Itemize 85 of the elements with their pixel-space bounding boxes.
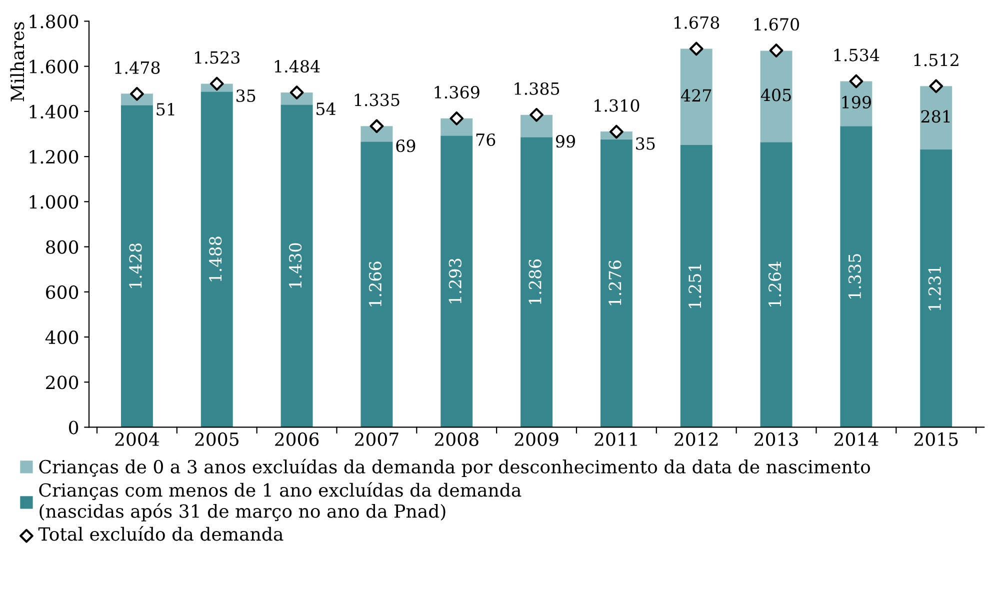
data-label: 1.310	[594, 99, 640, 112]
data-label: 1.478	[115, 61, 160, 74]
point	[210, 76, 224, 91]
data-label: 1.670	[754, 18, 800, 31]
data-label: 69	[396, 140, 416, 152]
data-label: 1.266	[368, 262, 382, 306]
point	[929, 79, 944, 94]
bar	[920, 86, 952, 150]
data-label: 405	[760, 88, 791, 102]
x-tick-label: 2011	[594, 432, 637, 446]
y-tick-label: 200	[46, 376, 78, 390]
data-label: 54	[316, 102, 336, 116]
data-label: 1.335	[354, 94, 400, 106]
point	[530, 108, 544, 122]
data-label: 1.369	[434, 86, 480, 99]
data-label: 1.264	[768, 262, 782, 306]
x-tick-label: 2006	[275, 432, 319, 446]
legend-label: Total excluído da demanda	[38, 526, 284, 541]
x-tick-label: 2008	[434, 432, 478, 446]
point	[130, 86, 144, 101]
x-tick-label: 2004	[115, 432, 160, 446]
y-tick-label: 1.400	[30, 104, 78, 119]
data-label: 99	[556, 135, 575, 148]
data-label: 1.534	[834, 48, 880, 62]
bar	[680, 145, 712, 428]
data-label: 1.286	[528, 259, 542, 304]
bar	[280, 104, 313, 428]
data-label: 1.231	[928, 266, 941, 310]
point	[290, 86, 304, 100]
bar	[600, 139, 632, 428]
x-tick-label: 2014	[834, 432, 878, 446]
y-tick-label: 0	[68, 420, 78, 434]
bar	[520, 137, 553, 428]
data-label: 1.251	[688, 264, 702, 308]
point	[450, 111, 464, 126]
point	[769, 44, 784, 58]
data-label: 1.293	[448, 258, 462, 304]
x-tick-label: 2015	[914, 432, 958, 446]
x-tick-label: 2012	[674, 432, 718, 446]
bar	[200, 92, 233, 428]
bar	[440, 136, 473, 428]
legend-label: Crianças de 0 a 3 anos excluídas da demanda por desconhecimento da data de nascimento	[39, 458, 870, 478]
y-tick-label: 1.000	[30, 195, 78, 209]
data-label: 1.523	[195, 51, 240, 64]
data-label: 1.276	[608, 260, 622, 306]
y-tick-label: 400	[45, 330, 78, 344]
data-label: 76	[476, 133, 496, 146]
y-tick-label: 1.600	[30, 60, 78, 74]
y-tick-label: 800	[46, 240, 78, 254]
bar	[520, 114, 553, 138]
y-axis-title: Milhares	[10, 22, 24, 102]
y-tick-label: 1.200	[30, 150, 78, 164]
bar	[680, 48, 712, 146]
bar	[760, 50, 792, 142]
data-label: 1.488	[209, 236, 222, 282]
bar	[760, 142, 792, 428]
data-label: 281	[921, 110, 950, 123]
data-label: 1.678	[674, 16, 720, 29]
bar	[360, 142, 393, 428]
data-label: 1.335	[848, 254, 862, 298]
y-tick-label: 600	[46, 285, 78, 300]
data-label: 51	[156, 102, 174, 116]
data-label: 1.484	[274, 60, 320, 73]
data-label: 427	[680, 89, 712, 102]
bar	[440, 118, 473, 136]
x-tick-label: 2007	[354, 432, 398, 446]
data-label: 1.512	[914, 54, 958, 66]
point	[849, 74, 864, 88]
point	[370, 119, 384, 134]
data-label: 1.428	[129, 243, 142, 288]
legend-label: Crianças com menos de 1 ano excluídas da demanda (nascidas após 31 de março no ano da Pnad)	[39, 482, 522, 522]
bar	[920, 150, 952, 428]
bar	[840, 126, 872, 428]
data-label: 35	[236, 89, 256, 102]
data-label: 199	[842, 96, 871, 108]
data-label: 35	[636, 137, 655, 150]
y-tick-label: 1.800	[30, 14, 78, 28]
bar	[120, 105, 153, 428]
point	[689, 42, 704, 56]
x-tick-label: 2013	[754, 432, 798, 446]
data-label: 1.430	[289, 243, 302, 288]
x-tick-label: 2009	[514, 432, 558, 446]
x-tick-label: 2005	[195, 432, 238, 446]
point	[610, 124, 624, 139]
data-label: 1.385	[514, 82, 560, 95]
